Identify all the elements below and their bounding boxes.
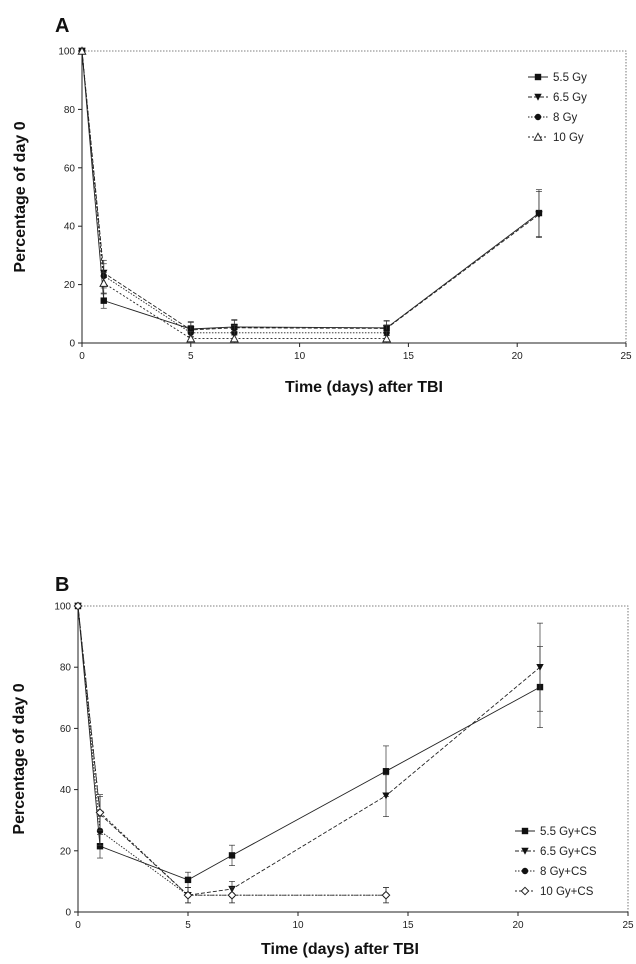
panel-a-y-tick-label: 20 — [64, 280, 76, 291]
panel-a-series — [78, 47, 542, 343]
panel-b-series-line — [78, 606, 540, 895]
panel-a-x-tick-label: 5 — [188, 351, 194, 362]
panel-b-x-tick-label: 5 — [185, 920, 191, 931]
panel-a-series-line — [82, 51, 387, 339]
panel-a-frame — [82, 51, 626, 343]
panel-b-series-line — [78, 606, 540, 880]
panel-a-legend-marker — [535, 74, 541, 80]
panel-b-x-tick-label: 10 — [292, 920, 304, 931]
panel-a-data-point — [100, 279, 107, 286]
panel-b-legend-label: 8 Gy+CS — [540, 866, 587, 878]
panel-b-data-point — [383, 768, 389, 774]
panel-a-y-tick-label: 40 — [64, 222, 76, 233]
panel-b-series — [74, 602, 543, 903]
panel-a-y-tick-label: 100 — [58, 47, 75, 58]
panel-a-legend-label: 10 Gy — [553, 132, 584, 144]
panel-a-legend-label: 8 Gy — [553, 112, 578, 124]
panel-a-legend: 5.5 Gy 6.5 Gy 8 Gy 10 Gy — [528, 72, 587, 144]
panel-b-data-point — [229, 852, 235, 858]
panel-b-x-tick-label: 20 — [512, 920, 524, 931]
panel-a-x-tick-label: 10 — [294, 351, 306, 362]
panel-b-data-point — [382, 891, 389, 898]
panel-b-legend-label: 5.5 Gy+CS — [540, 826, 597, 838]
panel-a-letter: A — [55, 15, 69, 37]
panel-a-series-line — [82, 51, 387, 333]
panel-a-legend-marker — [535, 114, 541, 120]
panel-a-series-line — [82, 51, 539, 330]
panel-b-y-tick-label: 80 — [60, 663, 72, 674]
panel-b-x-tick-label: 25 — [622, 920, 634, 931]
panel-b-legend-marker — [522, 868, 528, 874]
panel-a-x-tick-label: 0 — [79, 351, 85, 362]
panel-b-y-axis-title: Percentage of day 0 — [11, 683, 28, 834]
panel-b-data-point — [382, 793, 389, 800]
panel-a-x-axis-title: Time (days) after TBI — [285, 379, 443, 396]
panel-b-legend-label: 6.5 Gy+CS — [540, 846, 597, 858]
panel-b-legend-label: 10 Gy+CS — [540, 886, 594, 898]
panel-b-x-axis-title: Time (days) after TBI — [261, 941, 419, 958]
panel-a-chart: A 0 5 10 15 20 25 0 20 40 60 80 100 5.5 Gy 6.5 Gy 8 G… — [12, 15, 632, 396]
panel-a-legend-label: 6.5 Gy — [553, 92, 587, 104]
panel-b-x-tick-label: 15 — [402, 920, 414, 931]
panel-b-y-tick-label: 100 — [54, 602, 71, 613]
panel-b-letter: B — [55, 574, 69, 596]
panel-a-axes: 0 5 10 15 20 25 0 20 40 60 80 100 — [58, 47, 632, 363]
panel-a-y-axis-title: Percentage of day 0 — [12, 121, 29, 272]
panel-b-y-tick-label: 60 — [60, 724, 72, 735]
panel-b-axes: 0 5 10 15 20 25 0 20 40 60 80 100 — [54, 602, 634, 932]
panel-b-data-point — [228, 891, 235, 898]
panel-b-y-tick-label: 20 — [60, 846, 72, 857]
panel-b-y-tick-label: 0 — [65, 908, 71, 919]
panel-b-x-tick-label: 0 — [75, 920, 81, 931]
panel-a-legend-label: 5.5 Gy — [553, 72, 587, 84]
panel-a-y-tick-label: 60 — [64, 163, 76, 174]
panel-b-legend: 5.5 Gy+CS 6.5 Gy+CS 8 Gy+CS 10 Gy+CS — [515, 826, 597, 898]
panel-a-y-tick-label: 0 — [69, 339, 75, 350]
panel-a-x-tick-label: 25 — [620, 351, 632, 362]
panel-b-chart: B 0 5 10 15 20 25 0 20 40 60 80 100 5.5 Gy+CS 6.5 Gy… — [11, 574, 634, 958]
panel-a-y-tick-label: 80 — [64, 105, 76, 116]
panel-a-x-tick-label: 20 — [512, 351, 524, 362]
panel-b-legend-marker — [521, 887, 528, 894]
panel-b-y-tick-label: 40 — [60, 785, 72, 796]
panel-a-x-tick-label: 15 — [403, 351, 415, 362]
panel-a-series-line — [82, 51, 539, 329]
panel-a-data-point — [101, 297, 107, 303]
panel-b-legend-marker — [522, 828, 528, 834]
panel-b-data-point — [185, 877, 191, 883]
